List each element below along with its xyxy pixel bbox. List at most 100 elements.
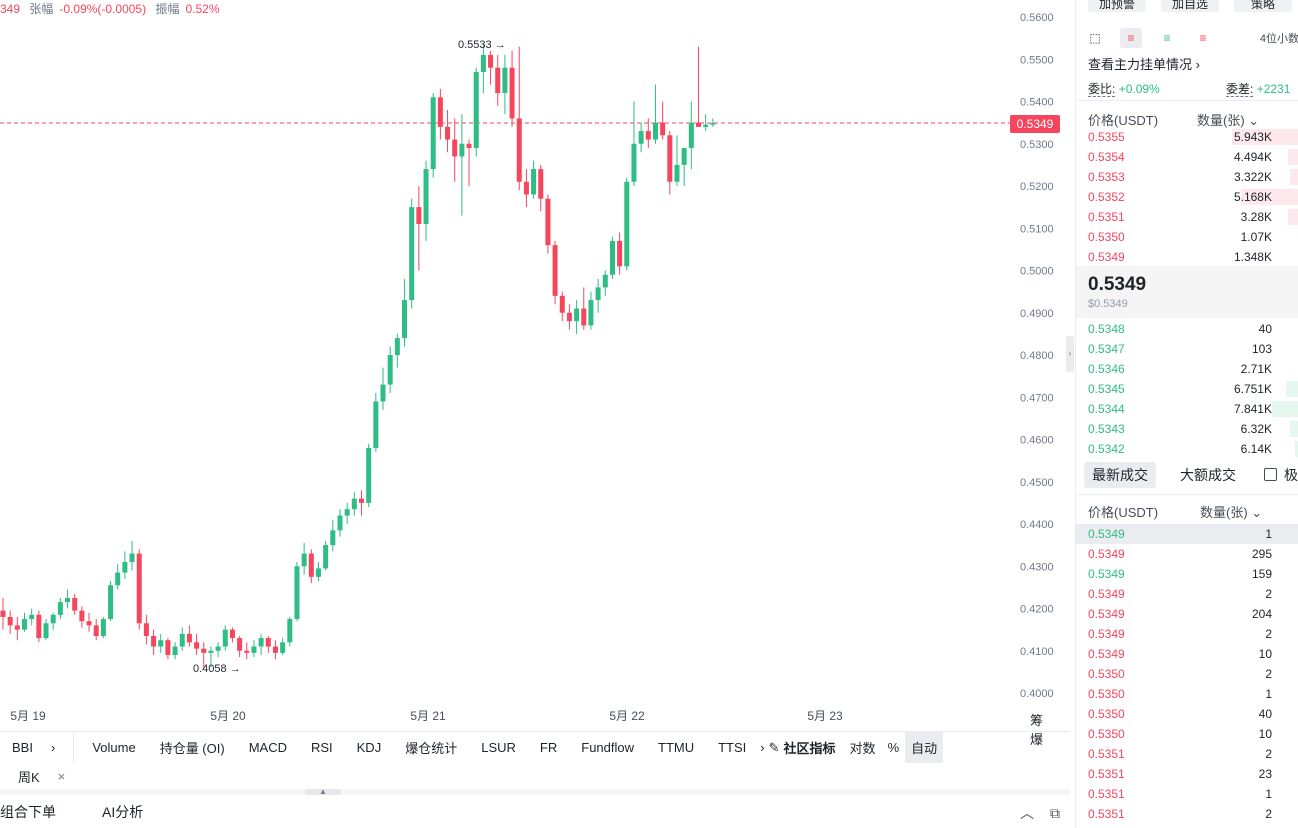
- indicator-rsi[interactable]: RSI: [310, 740, 333, 755]
- chip-distribution-button[interactable]: 筹: [1030, 713, 1044, 728]
- collapse-handle[interactable]: ›: [1066, 336, 1074, 372]
- indicator-fr[interactable]: FR: [539, 740, 558, 755]
- ask-price: 0.5351: [1088, 210, 1125, 224]
- axis-tools: 筹爆: [1030, 710, 1070, 748]
- chevron-down-icon[interactable]: ⌄: [1248, 113, 1260, 128]
- candle-body: [502, 67, 508, 94]
- arrow-right-icon: →: [494, 39, 506, 51]
- ask-row[interactable]: 0.5353 3.322K: [1076, 167, 1298, 187]
- bid-row[interactable]: 0.5343 6.32K: [1076, 419, 1298, 439]
- indicator-open-interest[interactable]: 持仓量 (OI): [159, 741, 225, 756]
- ask-row[interactable]: 0.5352 5.168K: [1076, 187, 1298, 207]
- candle-body: [115, 572, 121, 586]
- indicator-ttsi[interactable]: TTSI: [718, 740, 747, 755]
- edit-icon[interactable]: ✎: [768, 739, 780, 755]
- candle-body: [36, 614, 42, 639]
- tab-latest-trades[interactable]: 最新成交: [1084, 462, 1156, 488]
- candle-body: [215, 646, 221, 651]
- trade-price: 0.5351: [1088, 807, 1125, 821]
- liquidation-button[interactable]: 爆: [1030, 732, 1044, 747]
- candle-body: [416, 207, 422, 225]
- candle-body: [660, 122, 666, 136]
- bid-row[interactable]: 0.5348 40: [1076, 319, 1298, 339]
- log-scale-button[interactable]: 对数: [849, 741, 876, 756]
- candle-body: [7, 616, 13, 626]
- candle-body: [43, 623, 49, 639]
- ask-depth-bar: [1290, 169, 1298, 185]
- amplitude-value: 0.52%: [185, 2, 220, 16]
- ask-row[interactable]: 0.5351 3.28K: [1076, 207, 1298, 227]
- tab-ai-analysis[interactable]: AI分析: [102, 803, 144, 820]
- bid-price: 0.5343: [1088, 422, 1125, 436]
- chevron-down-icon[interactable]: ⌄: [1251, 505, 1263, 520]
- chevron-up-icon[interactable]: ▲: [305, 788, 341, 796]
- expand-icon[interactable]: ⬚: [1089, 31, 1101, 45]
- indicator-liquidation-stats[interactable]: 爆仓统计: [405, 741, 458, 756]
- chevron-right-icon: ›: [1068, 349, 1072, 358]
- bid-row[interactable]: 0.5346 2.71K: [1076, 359, 1298, 379]
- ask-row[interactable]: 0.5349 1.348K: [1076, 247, 1298, 267]
- bid-price: 0.5344: [1088, 402, 1125, 416]
- orderbook-both-icon[interactable]: ≡: [1120, 28, 1142, 48]
- trade-qty: 1: [1265, 527, 1272, 541]
- ask-row[interactable]: 0.5354 4.494K: [1076, 147, 1298, 167]
- percent-scale-button[interactable]: %: [887, 740, 900, 755]
- indicator-ttmu[interactable]: TTMU: [658, 740, 695, 755]
- orderbook-asks-icon[interactable]: ≡: [1199, 31, 1207, 45]
- candle-body: [402, 300, 408, 339]
- ask-qty: 3.322K: [1233, 170, 1272, 184]
- panel-splitter[interactable]: ▲: [0, 788, 1070, 796]
- main-orders-link[interactable]: 查看主力挂单情况 ›: [1088, 54, 1200, 73]
- ask-price: 0.5354: [1088, 150, 1125, 164]
- close-icon[interactable]: ×: [57, 768, 66, 784]
- y-tick-label: 0.4600: [1020, 435, 1054, 447]
- trade-row: 0.5351 2: [1076, 804, 1298, 824]
- indicator-macd[interactable]: MACD: [248, 740, 287, 755]
- indicator-fundflow[interactable]: Fundflow: [581, 740, 634, 755]
- bid-depth-bar: [1285, 381, 1298, 397]
- candlestick-chart[interactable]: 0.5600 0.5500 0.5400 0.5300 0.5200 0.5100 0.50…: [0, 0, 1070, 730]
- chevron-up-icon[interactable]: ︿: [1020, 805, 1034, 821]
- orderbook-bids-icon[interactable]: ≡: [1163, 31, 1171, 45]
- ask-row[interactable]: 0.5355 5.943K: [1076, 127, 1298, 147]
- chevron-right-icon[interactable]: ›: [50, 740, 56, 755]
- auto-scale-button[interactable]: 自动: [905, 732, 944, 763]
- candle-body: [229, 629, 235, 639]
- interval-tab-weekly[interactable]: 周K: [18, 769, 40, 785]
- chevron-right-icon[interactable]: ›: [760, 740, 765, 755]
- indicator-kdj[interactable]: KDJ: [356, 740, 382, 755]
- popout-icon[interactable]: ⧉: [1050, 805, 1060, 821]
- trade-qty: 23: [1258, 767, 1272, 781]
- indicator-bbi[interactable]: BBI: [12, 740, 33, 755]
- ask-row[interactable]: 0.5350 1.07K: [1076, 227, 1298, 247]
- x-tick-label: 5月 23: [807, 709, 843, 723]
- trade-price: 0.5350: [1088, 727, 1125, 741]
- extreme-checkbox[interactable]: [1264, 468, 1277, 481]
- price-chart[interactable]: 0.5600 0.5500 0.5400 0.5300 0.5200 0.5100 0.50…: [0, 0, 1070, 747]
- add-watchlist-button[interactable]: 加自选: [1161, 0, 1219, 12]
- bid-row[interactable]: 0.5347 103: [1076, 339, 1298, 359]
- strategy-button[interactable]: 策略: [1234, 0, 1292, 12]
- candle-body: [488, 55, 494, 68]
- ask-qty: 1.348K: [1233, 250, 1272, 264]
- indicator-volume[interactable]: Volume: [92, 740, 136, 755]
- community-indicators-button[interactable]: 社区指标: [783, 741, 836, 756]
- decimal-selector[interactable]: 4位小数: [1259, 33, 1298, 45]
- add-alert-button[interactable]: 加预警: [1088, 0, 1146, 12]
- bid-row[interactable]: 0.5344 7.841K: [1076, 399, 1298, 419]
- tab-large-trades[interactable]: 大额成交: [1180, 467, 1236, 483]
- trade-price: 0.5349: [1088, 587, 1125, 601]
- ratio-value: +0.09%: [1118, 82, 1160, 96]
- bid-row[interactable]: 0.5342 6.14K: [1076, 439, 1298, 459]
- trade-row: 0.5349 2: [1076, 584, 1298, 604]
- trade-qty: 40: [1258, 707, 1272, 721]
- tab-combo-order[interactable]: 组合下单: [0, 803, 56, 820]
- candle-body: [108, 585, 114, 620]
- indicator-lsur[interactable]: LSUR: [481, 740, 516, 755]
- candle-body: [301, 553, 307, 567]
- y-tick-label: 0.4100: [1020, 646, 1054, 658]
- candle-body: [373, 401, 379, 448]
- bid-row[interactable]: 0.5345 6.751K: [1076, 379, 1298, 399]
- bottom-tabs: 组合下单 AI分析 ︿ ⧉: [0, 795, 1070, 828]
- candle-body: [79, 610, 85, 622]
